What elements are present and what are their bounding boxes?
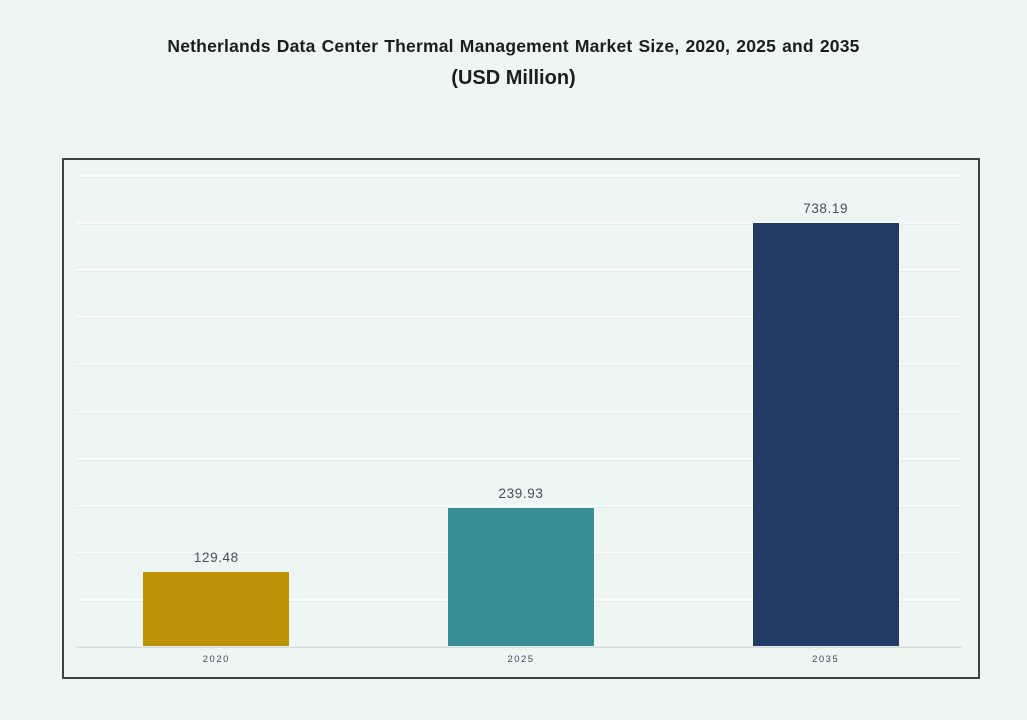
- gridline: [76, 175, 962, 178]
- value-label-2035: 738.19: [803, 200, 849, 216]
- gridline: [76, 410, 962, 414]
- gridline: [76, 316, 962, 320]
- gridline: [76, 457, 962, 461]
- bar-group-2020: 129.48: [64, 176, 369, 646]
- x-axis-labels: 2020 2025 2035: [64, 654, 978, 665]
- chart-subtitle: (USD Million): [451, 67, 576, 89]
- x-tick-label-2025: 2025: [507, 654, 535, 665]
- gridline: [76, 504, 962, 508]
- x-tick-label-2035: 2035: [812, 654, 840, 665]
- chart-plot-area: 129.48 239.93 738.19 2020 2025 2035: [62, 158, 980, 679]
- value-label-2020: 129.48: [193, 549, 239, 565]
- bar-2035: [752, 222, 899, 646]
- bars-row: 129.48 239.93 738.19: [64, 176, 978, 646]
- gridline: [76, 269, 962, 273]
- bar-2025: [448, 508, 594, 646]
- chart-title-block: Netherlands Data Center Thermal Manageme…: [0, 36, 1027, 90]
- value-label-2025: 239.93: [498, 486, 544, 502]
- bar-2020: [143, 571, 290, 646]
- bar-group-2035: 738.19: [673, 176, 978, 646]
- gridline: [76, 363, 962, 367]
- x-tick-label-2020: 2020: [202, 654, 230, 665]
- x-axis-baseline: [76, 646, 962, 648]
- gridline: [76, 222, 962, 226]
- bar-group-2025: 239.93: [369, 176, 674, 646]
- chart-title: Netherlands Data Center Thermal Manageme…: [167, 36, 860, 56]
